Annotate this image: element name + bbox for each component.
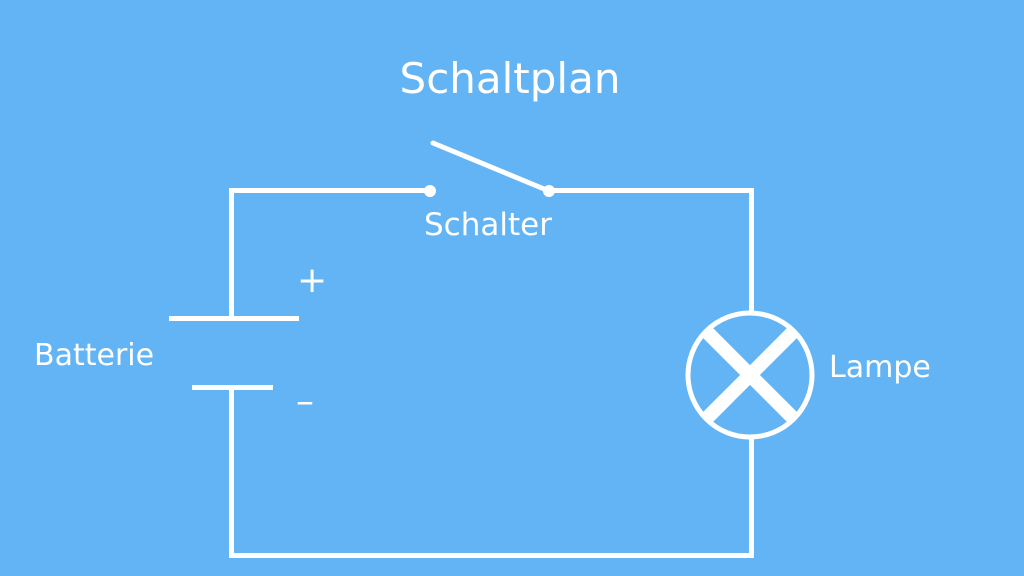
battery-label: Batterie (34, 338, 155, 373)
lamp-symbol (685, 310, 815, 440)
battery-plate-negative (192, 385, 273, 390)
plus-sign: + (297, 260, 328, 301)
battery-symbol (169, 316, 299, 390)
lamp-cross-b (701, 326, 799, 424)
lamp-circle (685, 310, 815, 440)
lamp-label: Lampe (829, 350, 931, 385)
wire-bottom (229, 388, 754, 558)
switch-lever (430, 140, 552, 194)
switch-symbol (424, 140, 555, 197)
switch-contact-left (424, 185, 436, 197)
diagram-title: Schaltplan (399, 54, 621, 103)
minus-sign: – (296, 381, 314, 422)
battery-plate-positive (169, 316, 299, 321)
switch-label: Schalter (424, 207, 552, 243)
wire-top-right (549, 188, 754, 312)
wire-top-left (229, 188, 429, 318)
